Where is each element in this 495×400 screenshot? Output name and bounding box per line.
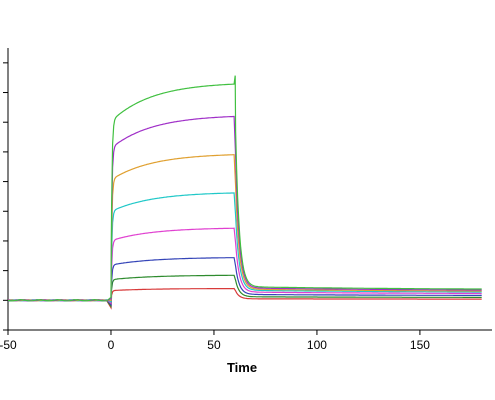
x-tick-label: 0 [108,338,115,352]
series-line [7,115,482,302]
series-line [7,154,482,302]
series-line [7,192,482,303]
series-line [7,257,482,307]
x-tick-label: -50 [0,338,17,352]
axes: -50 0 50 100 150 [0,48,492,352]
series-line [7,287,482,310]
x-axis-title: Time [227,360,257,375]
series-line [7,75,482,302]
series-line [7,274,482,309]
x-tick-label: 100 [307,338,327,352]
series-layer [7,75,482,310]
x-tick-label: 150 [410,338,430,352]
x-tick-label: 50 [207,338,221,352]
series-line [7,227,482,305]
